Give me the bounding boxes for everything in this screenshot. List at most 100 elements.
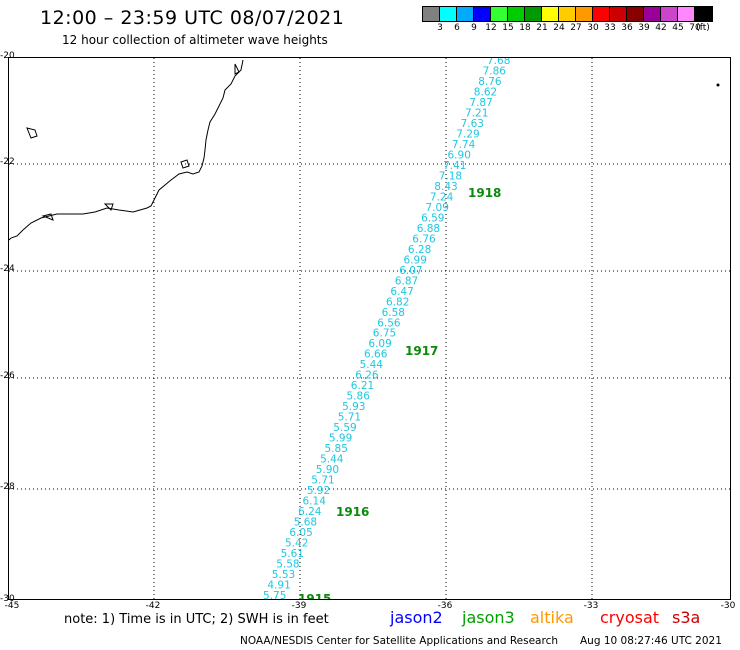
wave-height-value: 6.21 xyxy=(351,380,374,392)
wave-height-value: 6.56 xyxy=(377,317,401,329)
legend-label: 21 xyxy=(536,23,548,33)
wave-height-value: 6.14 xyxy=(303,496,327,508)
map-panel: 7.68 7.86 8.76 8.62 7.87 7.21 7.63 7.29 7.74 6.90… xyxy=(8,57,731,600)
wave-height-value: 5.71 xyxy=(338,412,361,424)
coastline-islands xyxy=(26,63,240,221)
wave-height-value: 5.86 xyxy=(347,391,371,403)
latitude-label: -26 xyxy=(0,371,15,381)
legend-label: 9 xyxy=(471,23,477,33)
satellite-name-altika: altika xyxy=(530,608,574,627)
orbit-number-label: 1915 xyxy=(298,592,331,600)
wave-height-value: 5.44 xyxy=(320,454,344,466)
legend-label: 18 xyxy=(519,23,531,33)
wave-height-value: 8.43 xyxy=(434,181,457,193)
generation-timestamp: Aug 10 08:27:46 UTC 2021 xyxy=(580,635,722,647)
wave-height-value: 6.75 xyxy=(373,328,396,340)
wave-height-value: 7.68 xyxy=(487,58,510,67)
wave-height-value: 6.99 xyxy=(404,254,427,266)
longitude-label: -33 xyxy=(583,601,599,611)
wave-height-value: 5.44 xyxy=(360,359,384,371)
wave-height-value: 5.59 xyxy=(333,422,356,434)
legend-swatch xyxy=(576,7,593,21)
wave-height-value: 6.26 xyxy=(355,370,379,382)
wave-height-value: 7.74 xyxy=(452,139,476,151)
wave-height-value: 6.05 xyxy=(289,527,312,539)
legend-label: 27 xyxy=(570,23,582,33)
latitude-label: -24 xyxy=(0,264,15,274)
wave-height-value: 7.09 xyxy=(426,202,449,214)
wave-height-value: 6.09 xyxy=(368,338,391,350)
wave-height-value: 5.92 xyxy=(307,485,330,497)
longitude-label: -30 xyxy=(720,601,736,611)
wave-height-value: 8.62 xyxy=(474,87,497,99)
legend-swatch xyxy=(423,7,440,21)
wave-height-value: 6.66 xyxy=(364,349,388,361)
wave-height-value: 6.90 xyxy=(448,149,471,161)
small-island-dot xyxy=(716,83,720,87)
wave-height-value: 5.75 xyxy=(263,590,286,600)
wave-height-value: 5.99 xyxy=(329,433,352,445)
legend-label: 39 xyxy=(638,23,650,33)
wave-height-value: 6.07 xyxy=(399,265,422,277)
wave-height-value: 6.24 xyxy=(298,506,322,518)
wave-height-value: 6.82 xyxy=(386,296,409,308)
longitude-label: -36 xyxy=(437,601,453,611)
coastline xyxy=(9,59,244,241)
orbit-labels: 1918 1917 1916 1915 xyxy=(298,186,501,600)
latitude-label: -30 xyxy=(0,594,15,604)
legend-swatch xyxy=(440,7,457,21)
wave-height-value: 5.93 xyxy=(342,401,365,413)
map-subtitle: 12 hour collection of altimeter wave hei… xyxy=(62,33,328,47)
satellite-name-jason3: jason3 xyxy=(462,608,515,627)
legend-swatch xyxy=(593,7,610,21)
latitude-label: -20 xyxy=(0,51,15,61)
legend-swatch xyxy=(457,7,474,21)
legend-label: 70 xyxy=(689,23,701,33)
legend-label: 3 xyxy=(437,23,443,33)
legend-swatch xyxy=(627,7,644,21)
wave-height-value: 7.29 xyxy=(456,128,479,140)
footer-note: note: 1) Time is in UTC; 2) SWH is in fe… xyxy=(64,612,329,627)
legend-swatch xyxy=(644,7,661,21)
satellite-track: 7.687.868.768.627.877.217.637.297.746.90… xyxy=(263,58,510,600)
legend-swatch xyxy=(474,7,491,21)
longitude-label: -39 xyxy=(291,601,307,611)
map-title: 12:00 – 23:59 UTC 08/07/2021 xyxy=(40,7,345,29)
legend-label: 15 xyxy=(502,23,514,33)
legend-swatch xyxy=(695,7,712,21)
wave-height-value: 5.85 xyxy=(325,443,348,455)
legend-swatch xyxy=(525,7,542,21)
latitude-label: -28 xyxy=(0,482,15,492)
legend-swatch xyxy=(508,7,525,21)
longitude-label: -42 xyxy=(145,601,161,611)
wave-height-value: 5.61 xyxy=(281,548,304,560)
legend-label: 24 xyxy=(553,23,565,33)
graticule xyxy=(9,58,730,599)
wave-height-value: 5.68 xyxy=(294,517,317,529)
credit-line: NOAA/NESDIS Center for Satellite Applica… xyxy=(240,635,558,647)
satellite-name-jason2: jason2 xyxy=(390,608,443,627)
orbit-number-label: 1916 xyxy=(336,505,369,519)
legend-label: 30 xyxy=(587,23,599,33)
wave-height-value: 7.41 xyxy=(443,160,466,172)
legend-swatch xyxy=(559,7,576,21)
legend-label: 45 xyxy=(672,23,684,33)
wave-height-value: 5.58 xyxy=(276,559,299,571)
legend-swatch xyxy=(661,7,678,21)
satellite-name-s3a: s3a xyxy=(672,608,701,627)
wave-height-value: 7.21 xyxy=(465,108,488,120)
wave-height-value: 6.58 xyxy=(382,307,405,319)
legend-label: (ft) xyxy=(696,23,710,33)
legend-swatch xyxy=(678,7,695,21)
wave-height-value: 6.76 xyxy=(412,233,436,245)
legend-label: 36 xyxy=(621,23,633,33)
wave-height-value: 5.90 xyxy=(316,464,339,476)
legend-label: 33 xyxy=(604,23,616,33)
wave-height-value: 5.53 xyxy=(272,569,295,581)
wave-height-value: 4.91 xyxy=(267,580,290,592)
wave-height-value: 5.71 xyxy=(311,475,334,487)
legend-swatch xyxy=(491,7,508,21)
satellite-name-cryosat: cryosat xyxy=(600,608,660,627)
wave-height-value: 6.47 xyxy=(390,286,413,298)
longitude-label: -45 xyxy=(4,601,20,611)
